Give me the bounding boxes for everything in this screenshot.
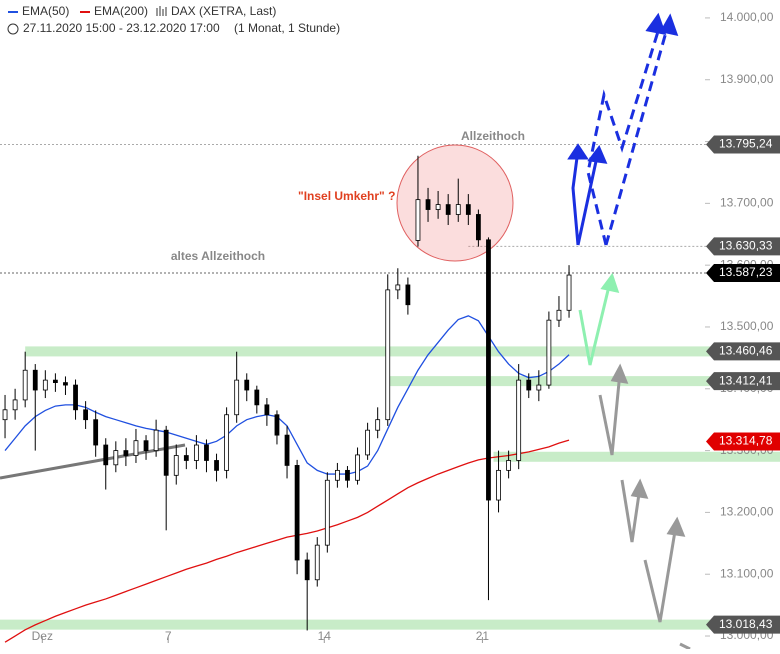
- candle-body: [416, 200, 420, 241]
- candle-body: [285, 435, 289, 465]
- candle-body: [507, 460, 511, 470]
- candle-body: [366, 430, 370, 455]
- x-tick-label: 7: [165, 629, 172, 643]
- candle-body: [486, 240, 490, 500]
- legend-label: EMA(200): [94, 4, 148, 18]
- candle-body: [537, 385, 541, 390]
- candle-body: [23, 370, 27, 400]
- candle-body: [114, 451, 118, 465]
- legend-period: 27.11.2020 15:00 - 23.12.2020 17:00: [23, 21, 220, 35]
- candle-body: [345, 470, 349, 480]
- candle-body: [497, 470, 501, 500]
- candle-body: [225, 415, 229, 471]
- candle-body: [215, 460, 219, 470]
- candle-body: [124, 451, 128, 456]
- price-tag-label: 13.795,24: [719, 137, 773, 151]
- candle-body: [13, 400, 17, 410]
- candle-body: [194, 445, 198, 460]
- candle-body: [184, 456, 188, 461]
- candle-body: [63, 383, 67, 385]
- candle-body: [557, 310, 561, 320]
- y-tick-label: 13.100,00: [720, 566, 774, 580]
- y-tick-label: 13.900,00: [720, 72, 774, 86]
- candle-body: [456, 205, 460, 215]
- x-tick-label: 14: [318, 629, 332, 643]
- price-tag-label: 13.587,23: [719, 265, 773, 279]
- price-tag-label: 13.460,46: [719, 344, 773, 358]
- candle-body: [426, 200, 430, 210]
- candle-body: [53, 380, 57, 382]
- x-tick-label: 21: [476, 629, 490, 643]
- candle-body: [174, 456, 178, 476]
- candle-body: [325, 480, 329, 545]
- candle-body: [386, 290, 390, 420]
- price-tag-label: 13.630,33: [719, 239, 773, 253]
- legend-resolution: (1 Monat, 1 Stunde): [234, 21, 340, 35]
- price-tag-label: 13.412,41: [719, 373, 773, 387]
- candle-body: [376, 420, 380, 431]
- candle-body: [295, 465, 299, 560]
- candle-body: [315, 545, 319, 580]
- candle-body: [74, 385, 78, 410]
- candle-body: [476, 214, 480, 239]
- candle-body: [517, 380, 521, 460]
- price-tag-label: 13.314,78: [719, 434, 773, 448]
- candle-body: [527, 380, 531, 390]
- candle-body: [255, 390, 259, 405]
- candle-body: [134, 441, 138, 456]
- y-tick-label: 13.500,00: [720, 319, 774, 333]
- y-tick-label: 14.000,00: [720, 10, 774, 24]
- legend-label: DAX (XETRA, Last): [171, 4, 276, 18]
- candle-body: [204, 445, 208, 460]
- candle-body: [104, 445, 108, 465]
- price-tag-label: 13.018,43: [719, 617, 773, 631]
- candle-body: [84, 410, 88, 420]
- candle-body: [335, 470, 339, 480]
- candle-body: [436, 205, 440, 210]
- legend-label: EMA(50): [22, 4, 69, 18]
- candle-body: [396, 285, 400, 290]
- candle-body: [33, 370, 37, 390]
- candle-body: [235, 380, 239, 415]
- candle-body: [245, 380, 249, 390]
- candle-body: [3, 410, 7, 420]
- y-tick-label: 13.200,00: [720, 505, 774, 519]
- candle-body: [547, 320, 551, 385]
- support-zone: [0, 620, 780, 630]
- island-circle: [397, 145, 513, 261]
- candle-body: [305, 560, 309, 580]
- candle-body: [43, 380, 47, 390]
- candle-body: [466, 205, 470, 215]
- candle-body: [567, 275, 571, 310]
- candle-body: [94, 420, 98, 445]
- candle-body: [164, 430, 168, 475]
- x-tick-label: Dez: [32, 629, 53, 643]
- y-tick-label: 13.700,00: [720, 196, 774, 210]
- annotation: Allzeithoch: [461, 129, 525, 143]
- candle-body: [275, 415, 279, 435]
- candle-body: [154, 430, 158, 450]
- candle-body: [265, 405, 269, 415]
- candle-body: [144, 441, 148, 451]
- support-zone: [25, 346, 780, 356]
- candle-body: [406, 285, 410, 305]
- candle-body: [356, 455, 360, 480]
- annotation: "Insel Umkehr" ?: [298, 189, 395, 203]
- annotation: altes Allzeithoch: [171, 249, 265, 263]
- candle-body: [446, 205, 450, 215]
